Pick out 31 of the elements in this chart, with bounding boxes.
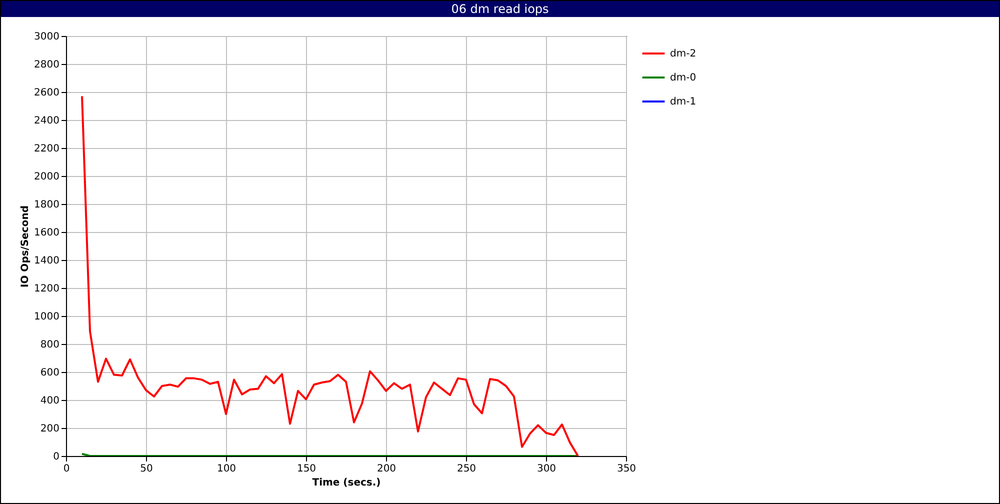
line-series [81,95,579,456]
x-tick-label: 250 [456,464,476,474]
legend-label: dm-2 [670,48,696,60]
x-axis-title: Time (secs.) [312,478,381,488]
x-tick-label: 300 [536,464,556,474]
y-tick-label: 800 [40,340,60,350]
chart-title: 06 dm read iops [1,1,999,17]
legend-label: dm-0 [670,72,696,84]
y-tick-label: 0 [53,452,60,462]
y-tick-label: 400 [40,396,60,406]
y-tick-label: 2200 [34,144,60,154]
y-tick-label: 1200 [34,284,60,294]
y-tick-label: 2600 [34,88,60,98]
x-tick-label: 350 [616,464,636,474]
x-tick-label: 100 [216,464,236,474]
y-tick-label: 1600 [34,228,60,238]
legend-label: dm-1 [670,96,696,108]
x-tick-label: 200 [376,464,396,474]
x-tick-label: 150 [296,464,316,474]
y-tick-label: 2000 [34,172,60,182]
y-tick-label: 3000 [34,32,60,42]
x-tick-label: 50 [140,464,153,474]
y-tick-label: 1400 [34,256,60,266]
y-axis-title: IO Ops/Second [20,205,32,288]
y-tick-label: 2800 [34,60,60,70]
y-tick-label: 200 [40,424,60,434]
y-tick-label: 1800 [34,200,60,210]
x-tick-label: 0 [63,464,70,474]
y-tick-label: 2400 [34,116,60,126]
y-tick-label: 1000 [34,312,60,322]
y-tick-label: 600 [40,368,60,378]
